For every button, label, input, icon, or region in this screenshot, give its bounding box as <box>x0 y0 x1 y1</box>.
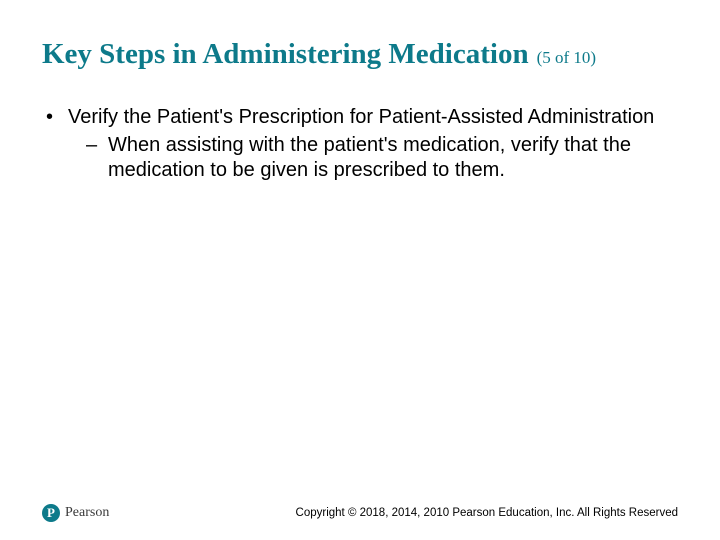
bullet-level2: – When assisting with the patient's medi… <box>86 133 678 184</box>
bullet-text: Verify the Patient's Prescription for Pa… <box>68 105 678 131</box>
copyright-text: Copyright © 2018, 2014, 2010 Pearson Edu… <box>296 507 678 519</box>
title-row: Key Steps in Administering Medication (5… <box>42 38 678 71</box>
slide-title: Key Steps in Administering Medication <box>42 38 529 71</box>
subbullet-text: When assisting with the patient's medica… <box>108 133 678 184</box>
slide-pager: (5 of 10) <box>537 48 596 68</box>
bullet-level1: • Verify the Patient's Prescription for … <box>46 105 678 131</box>
bullet-marker: • <box>46 105 68 131</box>
slide: Key Steps in Administering Medication (5… <box>0 0 720 540</box>
pearson-logo-icon: P <box>42 504 60 522</box>
dash-marker: – <box>86 133 108 184</box>
footer: P Pearson Copyright © 2018, 2014, 2010 P… <box>0 504 720 522</box>
pearson-logo-text: Pearson <box>65 505 109 521</box>
pearson-logo: P Pearson <box>42 504 109 522</box>
body-content: • Verify the Patient's Prescription for … <box>42 105 678 184</box>
